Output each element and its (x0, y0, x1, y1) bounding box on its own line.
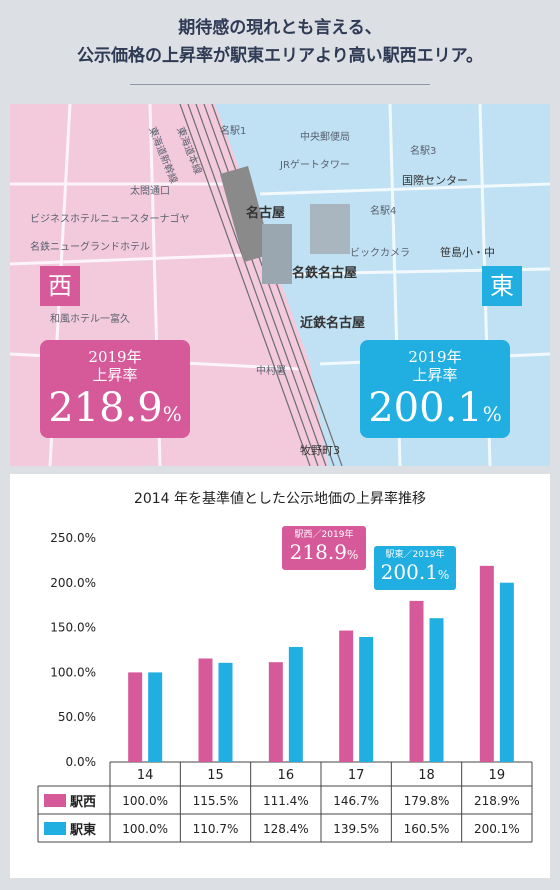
east-rate-year: 2019年 (408, 348, 462, 366)
table-cell-west: 100.0% (122, 794, 168, 808)
west-callout-label: 駅西／2019年 (294, 530, 354, 540)
x-tick-label: 16 (278, 768, 295, 783)
map-label-bic: ビックカメラ (350, 248, 410, 259)
bar-west (198, 658, 213, 762)
bar-east (359, 637, 374, 762)
legend-label-west: 駅西 (69, 795, 96, 810)
table-cell-east: 128.4% (263, 822, 309, 836)
map-label-jr-tower: JRゲートタワー (280, 160, 350, 171)
bar-west (268, 662, 283, 762)
map-label-kintetsu-nagoya: 近鉄名古屋 (300, 316, 366, 331)
table-cell-east: 200.1% (474, 822, 520, 836)
table-cell-west: 218.9% (474, 794, 520, 808)
legend-swatch-east (44, 822, 66, 835)
bar-chart: 0.0% 50.0% 100.0% 150.0% 200.0% 250.0% 14 100.0… (37, 531, 533, 843)
headline: 期待感の現れとも言える、 公示価格の上昇率が駅東エリアより高い駅西エリア。 (0, 14, 560, 70)
map-label-nakamura: 中村署 (256, 366, 286, 377)
map-label-sasashima: 笹島小・中 (440, 246, 495, 259)
bar-east (218, 662, 233, 762)
bar-east (288, 646, 303, 762)
table-cell-east: 139.5% (333, 822, 379, 836)
map-label-grand-hotel: 名鉄ニューグランドホテル (30, 242, 150, 253)
east-rate-unit: % (482, 402, 502, 426)
x-tick-label: 18 (418, 768, 435, 783)
x-tick-label: 19 (489, 768, 506, 783)
headline-line2: 公示価格の上昇率が駅東エリアより高い駅西エリア。 (77, 46, 483, 66)
east-callout: 駅東／2019年 200.1% (374, 546, 456, 590)
table-cell-west: 146.7% (333, 794, 379, 808)
x-tick-label: 17 (348, 768, 365, 783)
table-cell-east: 160.5% (404, 822, 450, 836)
bar-east (429, 618, 444, 762)
bar-east (148, 672, 163, 762)
west-rate-unit: % (162, 402, 182, 426)
x-tick-label: 14 (137, 768, 154, 783)
east-rate-label: 上昇率 (412, 366, 458, 384)
table-cell-west: 179.8% (404, 794, 450, 808)
bar-west (479, 565, 494, 762)
y-tick-label: 50.0% (58, 710, 96, 724)
map-label-chuo-post: 中央郵便局 (300, 132, 350, 143)
legend-swatch-west (44, 794, 66, 807)
legend-label-east: 駅東 (69, 822, 96, 838)
table-cell-east: 110.7% (193, 822, 239, 836)
x-tick-label: 15 (207, 768, 224, 783)
bar-west (339, 630, 354, 762)
chart-title: 2014 年を基準値とした公示地価の上昇率推移 (133, 491, 427, 507)
west-rate-value-row: 218.9% (40, 384, 190, 438)
map-label-meieki4: 名駅4 (370, 206, 397, 217)
west-rate-label: 上昇率 (92, 366, 138, 384)
west-callout-value-row: 218.9% (282, 541, 366, 566)
east-callout-value-row: 200.1% (374, 561, 456, 586)
table-cell-west: 115.5% (193, 794, 239, 808)
west-callout-value: 218.9 (289, 540, 347, 564)
west-callout-unit: % (346, 548, 359, 562)
y-tick-label: 100.0% (50, 665, 96, 679)
east-callout-label: 駅東／2019年 (385, 550, 445, 560)
east-rate-box: 2019年 上昇率 200.1% (360, 340, 510, 438)
map-label-nagoya: 名古屋 (246, 206, 286, 221)
map-label-meieki1: 名駅1 (220, 126, 247, 137)
map-label-hotel-wafu: 和風ホテル一富久 (50, 314, 130, 325)
east-callout-value: 200.1 (380, 560, 438, 584)
map-label-makinocho: 牧野町3 (300, 444, 340, 457)
y-tick-label: 150.0% (50, 621, 96, 635)
west-rate-year: 2019年 (88, 348, 142, 366)
east-rate-value-row: 200.1% (360, 384, 510, 438)
map-label-meitetsu-nagoya: 名鉄名古屋 (292, 266, 358, 281)
map-label-taikodori: 太閤通口 (130, 186, 170, 197)
headline-divider (130, 84, 430, 85)
table-cell-west: 111.4% (263, 794, 309, 808)
station-area-map: 名駅1 中央郵便局 JRゲートタワー 名駅3 国際センター 名駅4 名古屋 近鉄… (10, 104, 550, 466)
y-tick-label: 200.0% (50, 576, 96, 590)
west-rate-value: 218.9 (48, 385, 163, 431)
map-label-kokusai: 国際センター (402, 174, 468, 187)
map-label-business-hotel: ビジネスホテルニュースターナゴヤ (30, 214, 190, 225)
chart-panel: 2014 年を基準値とした公示地価の上昇率推移 0.0% 50.0% 100.0% 1… (10, 474, 550, 878)
west-rate-box: 2019年 上昇率 218.9% (40, 340, 190, 438)
y-tick-label: 250.0% (50, 531, 96, 545)
bar-east (499, 582, 514, 762)
east-callout-unit: % (437, 568, 450, 582)
map-label-meieki3: 名駅3 (410, 146, 437, 157)
east-rate-value: 200.1 (368, 385, 483, 431)
y-tick-label: 0.0% (66, 755, 97, 769)
headline-line1: 期待感の現れとも言える、 (178, 18, 382, 38)
bar-west (409, 600, 424, 762)
bar-west (128, 672, 143, 762)
east-area-badge: 東 (482, 266, 522, 306)
west-area-badge: 西 (40, 266, 80, 306)
table-cell-east: 100.0% (122, 822, 168, 836)
west-callout: 駅西／2019年 218.9% (282, 526, 366, 570)
